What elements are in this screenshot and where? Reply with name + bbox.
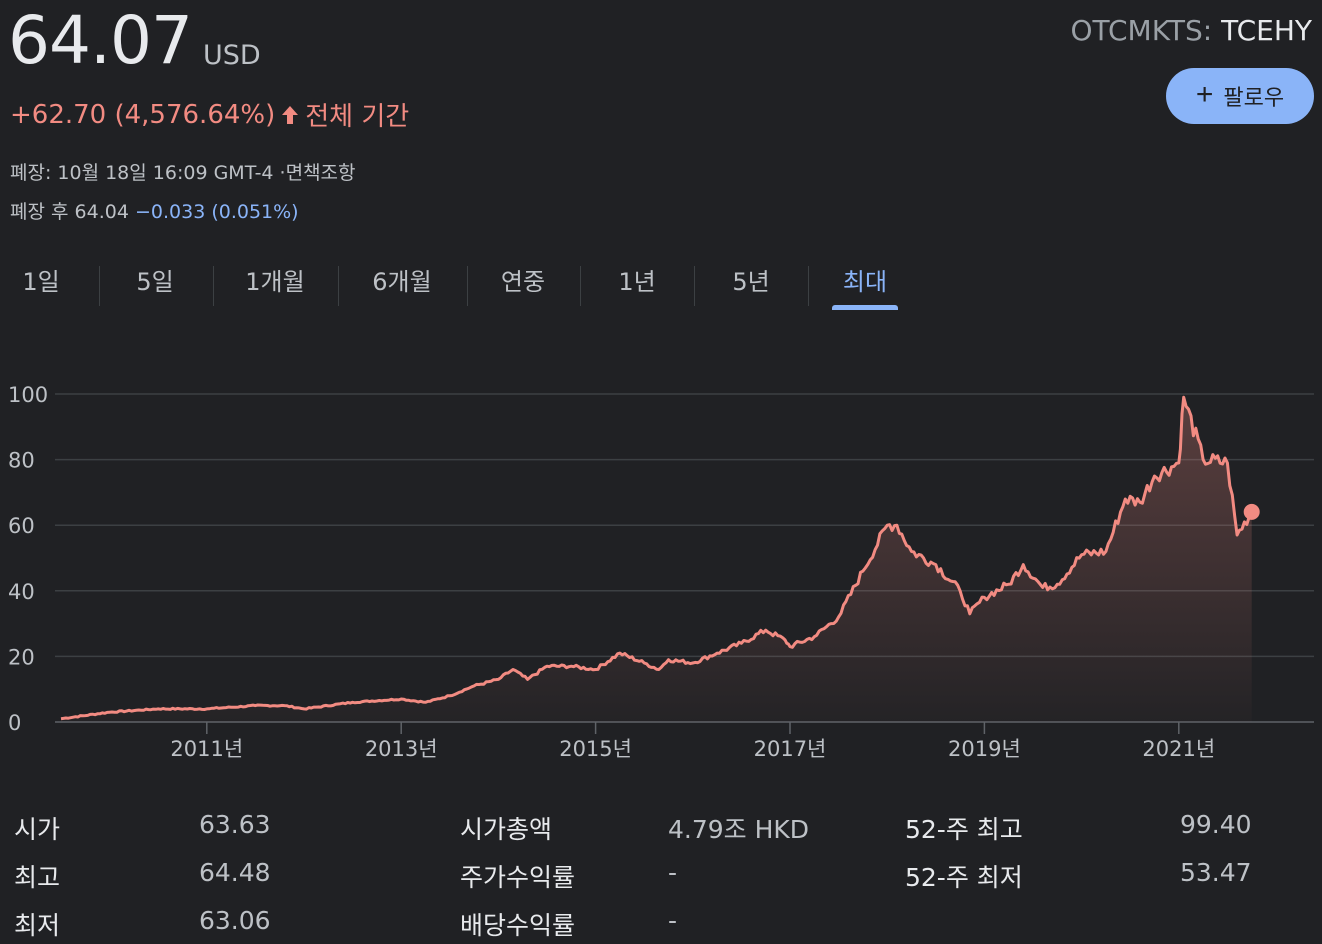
stat-value-52w-high: 99.40 — [1180, 810, 1252, 839]
tab-5d[interactable]: 5일 — [136, 268, 174, 296]
tab-divider — [808, 266, 809, 306]
arrow-up-icon — [282, 105, 299, 124]
y-tick-label: 100 — [8, 383, 48, 407]
tab-1m[interactable]: 1개월 — [245, 268, 305, 296]
x-tick-label: 2011년 — [170, 737, 243, 761]
stat-value-market-cap: 4.79조 HKD — [668, 815, 810, 844]
change-value: +62.70 (4,576.64%) — [10, 99, 276, 130]
tab-divider — [99, 266, 100, 306]
stat-value-52w-low: 53.47 — [1180, 858, 1252, 887]
x-tick-label: 2021년 — [1142, 737, 1215, 761]
tab-divider — [694, 266, 695, 306]
stat-label-dividend-yield: 배당수익률 — [460, 911, 576, 940]
price-line — [60, 395, 1254, 721]
y-tick-label: 60 — [8, 514, 35, 538]
stat-value-pe-ratio: - — [668, 858, 678, 887]
current-price-dot — [1243, 503, 1260, 520]
range-tabs: 1일 5일 1개월 6개월 연중 1년 5년 최대 — [0, 258, 900, 310]
stat-label-low: 최저 — [14, 911, 61, 940]
tab-1d[interactable]: 1일 — [22, 268, 60, 296]
x-axis-labels: 2011년 2013년 2015년 2017년 2019년 2021년 — [170, 722, 1215, 761]
stat-value-open: 63.63 — [199, 810, 271, 839]
tab-6m[interactable]: 6개월 — [372, 268, 432, 296]
stat-value-low: 63.06 — [199, 906, 271, 935]
stat-label-52w-high: 52-주 최고 — [905, 815, 1023, 844]
stat-label-open: 시가 — [14, 815, 61, 844]
follow-label: 팔로우 — [1223, 85, 1285, 110]
after-hours-price: 폐장 후 64.04 — [10, 201, 129, 223]
plus-icon: + — [1195, 78, 1214, 111]
x-tick-label: 2019년 — [948, 737, 1021, 761]
y-tick-label: 40 — [8, 580, 35, 604]
after-hours-change: −0.033 (0.051%) — [134, 201, 299, 223]
y-tick-label: 0 — [8, 711, 21, 735]
change-period: 전체 기간 — [305, 102, 410, 132]
price-area — [61, 397, 1252, 722]
tab-1y[interactable]: 1년 — [618, 268, 656, 296]
ticker-symbol: OTCMKTS: TCEHY — [1071, 14, 1313, 47]
y-tick-label: 20 — [8, 645, 35, 669]
after-hours-info: 폐장 후 64.04 −0.033 (0.051%) — [10, 197, 299, 224]
ticker-exchange: OTCMKTS: — [1070, 14, 1213, 47]
x-tick-label: 2017년 — [754, 737, 827, 761]
stat-label-market-cap: 시가총액 — [460, 815, 553, 844]
tab-divider — [213, 266, 214, 306]
tab-ytd[interactable]: 연중 — [500, 268, 546, 296]
tab-divider — [580, 266, 581, 306]
price-change: +62.70 (4,576.64%) 전체 기간 — [10, 96, 409, 133]
y-axis-labels: 0 20 40 60 80 100 — [8, 383, 48, 735]
currency-label: USD — [203, 40, 261, 71]
tab-divider — [467, 266, 468, 306]
x-tick-label: 2013년 — [365, 737, 438, 761]
current-price: 64.07 — [8, 2, 193, 79]
tab-divider — [338, 266, 339, 306]
stat-label-pe-ratio: 주가수익률 — [460, 863, 576, 892]
tab-5y[interactable]: 5년 — [732, 268, 770, 296]
stat-label-52w-low: 52-주 최저 — [905, 863, 1023, 892]
stat-label-high: 최고 — [14, 863, 61, 892]
stat-value-high: 64.48 — [199, 858, 271, 887]
ticker-code: TCEHY — [1221, 14, 1312, 47]
tab-max[interactable]: 최대 — [832, 258, 898, 310]
market-closed-info: 폐장: 10월 18일 16:09 GMT-4 ·면책조항 — [10, 162, 356, 184]
y-tick-label: 80 — [8, 449, 35, 473]
stat-value-dividend-yield: - — [668, 906, 678, 935]
x-tick-label: 2015년 — [559, 737, 632, 761]
follow-button[interactable]: + 팔로우 — [1166, 68, 1314, 124]
